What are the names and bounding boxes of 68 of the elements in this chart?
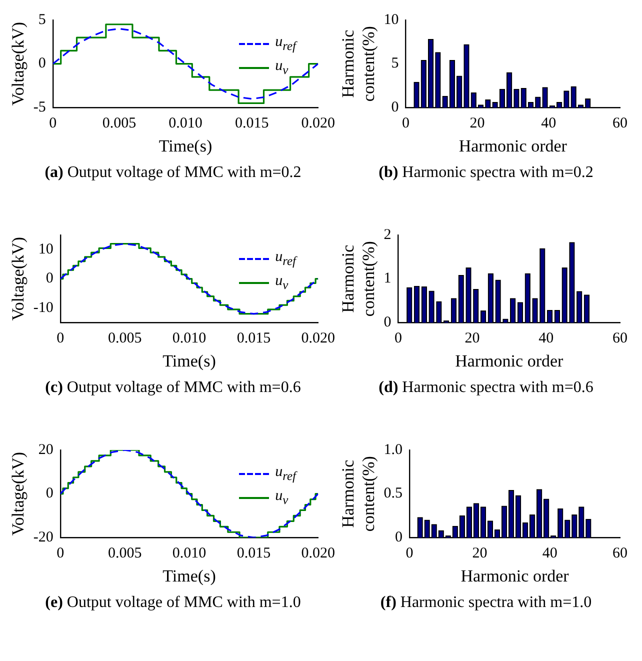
y-tick-label: 0 <box>384 314 392 331</box>
x-tick-label: 0.005 <box>108 546 142 562</box>
x-tick-label: 0 <box>56 546 64 562</box>
x-tick-label: 60 <box>612 116 628 132</box>
x-axis-title: Time(s) <box>162 351 216 370</box>
x-tick-label: 0.005 <box>108 330 142 347</box>
legend-label: u$_{v}$ <box>275 488 288 508</box>
legend-label: u$_{v}$ <box>275 273 288 293</box>
y-axis-title: Harmonic content(%) <box>338 241 378 317</box>
y-tick-label: 20 <box>38 442 54 458</box>
x-tick-label: 0.020 <box>301 116 335 132</box>
x-tick-label: 0.020 <box>301 330 335 347</box>
x-tick-label: 0.015 <box>236 546 271 562</box>
y-tick-label: 0 <box>38 56 46 72</box>
text: (c) Output voltage of MMC with m=0.6 <box>44 378 302 397</box>
x-tick-label: 20 <box>472 546 488 562</box>
line-series <box>60 450 318 538</box>
x-tick-label: 0.015 <box>236 330 271 347</box>
y-axis-title: Harmonic content(%) <box>338 26 378 102</box>
x-axis-title: Harmonic order <box>460 566 570 586</box>
x-tick-label: 0.005 <box>102 116 136 132</box>
y-axis-title: Voltage(kV) <box>8 22 28 106</box>
legend-label: u$_{v}$ <box>275 58 288 78</box>
x-tick-label: 0 <box>406 546 414 562</box>
x-tick-label: 20 <box>464 330 480 347</box>
y-tick-label: 5 <box>391 56 399 72</box>
y-tick-label: 0.5 <box>384 486 403 502</box>
x-axis-title: Time(s) <box>162 566 216 586</box>
y-tick-label: 5 <box>38 12 46 28</box>
text: (f) Harmonic spectra with m=1.0 <box>379 593 593 612</box>
y-tick-label: 0 <box>46 486 54 502</box>
x-axis-title: Time(s) <box>158 136 212 156</box>
x-tick-label: 40 <box>541 116 556 132</box>
text: (a) Output voltage of MMC with m=0.2 <box>44 163 302 182</box>
x-tick-label: 60 <box>612 330 628 347</box>
x-tick-label: 20 <box>470 116 485 132</box>
y-axis-title: Voltage(kV) <box>8 452 28 536</box>
x-tick-label: 40 <box>542 546 558 562</box>
x-tick-label: 40 <box>538 330 554 347</box>
legend-label: u$_{ref}$ <box>275 464 296 484</box>
y-axis-title: Voltage(kV) <box>8 236 28 321</box>
text: (e) Output voltage of MMC with m=1.0 <box>44 593 302 612</box>
y-tick-label: 0 <box>395 530 403 546</box>
text: (d) Harmonic spectra with m=0.6 <box>378 378 594 397</box>
y-tick-label: 10 <box>38 242 54 258</box>
x-axis-title: Harmonic order <box>458 136 568 156</box>
y-tick-label: 2 <box>384 226 392 243</box>
y-axis-title: Harmonic content(%) <box>338 456 378 532</box>
x-axis-title: Harmonic order <box>455 351 564 370</box>
y-tick-label: 0 <box>46 270 54 287</box>
x-tick-label: 0.010 <box>172 546 206 562</box>
x-tick-label: 60 <box>612 546 628 562</box>
text: (b) Harmonic spectra with m=0.2 <box>378 163 594 182</box>
y-tick-label: -10 <box>33 300 54 316</box>
x-tick-label: 0 <box>56 330 64 347</box>
x-tick-label: 0.010 <box>172 330 206 347</box>
line-series <box>60 242 318 315</box>
y-tick-label: -20 <box>33 530 54 546</box>
y-tick-label: 1 <box>384 270 392 287</box>
legend-label: u$_{ref}$ <box>275 249 296 269</box>
x-tick-label: 0.020 <box>301 546 335 562</box>
y-tick-label: 1.0 <box>384 442 403 458</box>
y-tick-label: -5 <box>33 100 46 116</box>
x-tick-label: 0.015 <box>234 116 269 132</box>
y-tick-label: 0 <box>391 100 399 116</box>
legend-label: u$_{ref}$ <box>275 34 296 54</box>
y-tick-label: 10 <box>384 12 399 28</box>
x-tick-label: 0.010 <box>168 116 202 132</box>
